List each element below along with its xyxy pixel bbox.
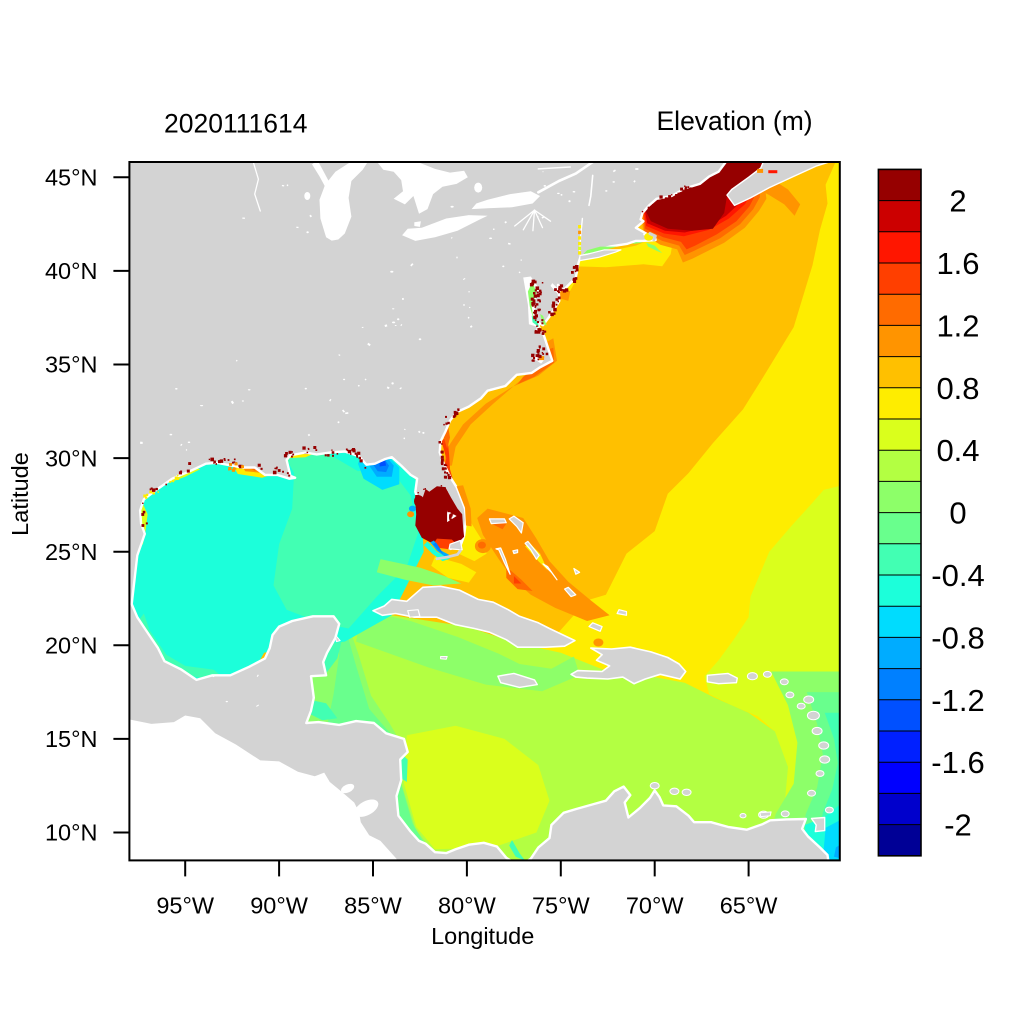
svg-text:75°W: 75°W [532, 893, 591, 919]
svg-text:15°N: 15°N [45, 726, 98, 752]
svg-text:30°N: 30°N [45, 445, 98, 471]
svg-text:40°N: 40°N [45, 258, 98, 284]
svg-text:-2: -2 [944, 808, 972, 843]
svg-text:1.6: 1.6 [936, 246, 979, 281]
svg-text:25°N: 25°N [45, 539, 98, 565]
svg-text:45°N: 45°N [45, 165, 98, 191]
svg-text:80°W: 80°W [438, 893, 497, 919]
svg-text:0: 0 [949, 496, 966, 531]
svg-text:Elevation (m): Elevation (m) [657, 106, 813, 136]
svg-text:-1.2: -1.2 [931, 683, 984, 718]
svg-text:-1.6: -1.6 [931, 745, 984, 780]
svg-text:Latitude: Latitude [7, 452, 33, 536]
svg-text:2020111614: 2020111614 [164, 109, 307, 139]
svg-text:95°W: 95°W [156, 893, 215, 919]
svg-text:35°N: 35°N [45, 352, 98, 378]
svg-text:70°W: 70°W [626, 893, 685, 919]
svg-text:10°N: 10°N [45, 820, 98, 846]
svg-text:65°W: 65°W [720, 893, 779, 919]
svg-text:0.4: 0.4 [936, 433, 979, 468]
svg-text:20°N: 20°N [45, 633, 98, 659]
svg-text:0.8: 0.8 [936, 371, 979, 406]
svg-text:2: 2 [949, 184, 966, 219]
svg-text:90°W: 90°W [250, 893, 309, 919]
svg-text:Longitude: Longitude [431, 923, 534, 949]
svg-text:-0.8: -0.8 [931, 620, 984, 655]
svg-text:85°W: 85°W [344, 893, 403, 919]
svg-text:1.2: 1.2 [936, 308, 979, 343]
svg-text:-0.4: -0.4 [931, 558, 984, 593]
